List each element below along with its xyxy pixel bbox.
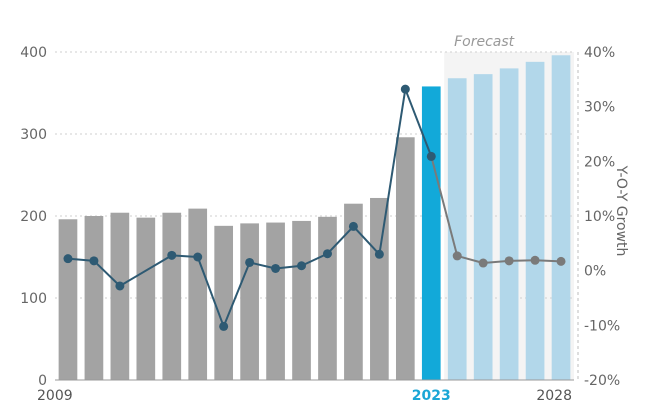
growth-point-2013 xyxy=(167,250,177,260)
growth-line-segment xyxy=(119,254,173,287)
growth-line-segment xyxy=(378,89,407,255)
bar-2022 xyxy=(395,137,415,380)
right-tick-label: 0% xyxy=(584,264,606,280)
growth-point-2017 xyxy=(271,263,281,273)
bar-2020 xyxy=(344,203,363,380)
right-tick-label: 40% xyxy=(584,45,615,61)
growth-point-2028 xyxy=(556,256,566,266)
left-tick-label: 200 xyxy=(20,209,47,225)
growth-point-2025 xyxy=(478,258,488,268)
bar-2019 xyxy=(318,216,337,380)
bar-2015 xyxy=(214,225,234,380)
right-tick-label: -20% xyxy=(584,373,620,389)
left-tick-label: 100 xyxy=(20,291,47,307)
bar-2016 xyxy=(240,223,259,380)
bar-2010 xyxy=(84,216,104,380)
bar-2014 xyxy=(188,208,208,380)
growth-point-2019 xyxy=(322,249,332,259)
growth-point-2021 xyxy=(374,249,384,259)
bar-2017 xyxy=(266,222,285,380)
growth-point-2014 xyxy=(193,252,203,262)
growth-point-2015 xyxy=(219,321,229,331)
x-axis-ticks: 2009 2023 2028 xyxy=(37,388,572,404)
growth-point-2024 xyxy=(452,251,462,261)
growth-point-2009 xyxy=(63,254,73,264)
bar-2009 xyxy=(58,219,78,380)
bar-2013 xyxy=(162,212,182,380)
bar-2026 xyxy=(499,68,519,381)
right-tick-label: 10% xyxy=(584,209,615,225)
x-tick-label-2023: 2023 xyxy=(412,388,451,404)
bar-2024 xyxy=(447,78,467,381)
forecast-label: Forecast xyxy=(454,34,515,50)
growth-point-2018 xyxy=(297,261,307,271)
growth-line-segment xyxy=(301,252,328,267)
growth-point-2016 xyxy=(245,257,255,267)
growth-point-2020 xyxy=(348,221,358,231)
right-axis-label: Y-O-Y Growth xyxy=(613,165,629,257)
bar-2025 xyxy=(473,74,493,380)
bar-2028 xyxy=(551,55,571,380)
growth-point-2010 xyxy=(89,256,99,266)
bar-2023 xyxy=(421,86,441,380)
growth-point-2022 xyxy=(400,84,410,94)
growth-line-series xyxy=(63,84,566,331)
left-axis-ticks: 0 100 200 300 400 xyxy=(20,45,47,389)
right-axis-ticks: -20% -10% 0% 10% 20% 30% 40% xyxy=(584,45,620,389)
growth-point-2023 xyxy=(426,151,436,161)
right-tick-label: 30% xyxy=(584,100,615,116)
growth-point-2011 xyxy=(115,281,125,291)
bar-2027 xyxy=(525,61,545,381)
right-tick-label: -10% xyxy=(584,318,620,334)
growth-line-segment xyxy=(326,225,355,255)
x-tick-label-2028: 2028 xyxy=(536,388,572,404)
growth-line-segment xyxy=(352,225,381,255)
x-tick-label-2009: 2009 xyxy=(37,388,73,404)
bar-2018 xyxy=(292,220,311,380)
growth-line-segment xyxy=(93,260,121,287)
growth-point-2026 xyxy=(504,256,514,266)
bar-2012 xyxy=(136,217,156,380)
growth-line-segment xyxy=(196,256,225,327)
right-tick-label: 20% xyxy=(584,154,615,170)
left-tick-label: 0 xyxy=(38,373,47,389)
axes xyxy=(55,52,579,381)
growth-line-segment xyxy=(404,88,433,157)
bar-2011 xyxy=(110,212,130,380)
left-tick-label: 300 xyxy=(20,127,47,143)
bar-2021 xyxy=(370,197,389,380)
growth-point-2027 xyxy=(530,255,540,265)
growth-line-segment xyxy=(430,156,459,257)
left-tick-label: 400 xyxy=(20,45,47,61)
growth-line-segment xyxy=(222,262,251,327)
